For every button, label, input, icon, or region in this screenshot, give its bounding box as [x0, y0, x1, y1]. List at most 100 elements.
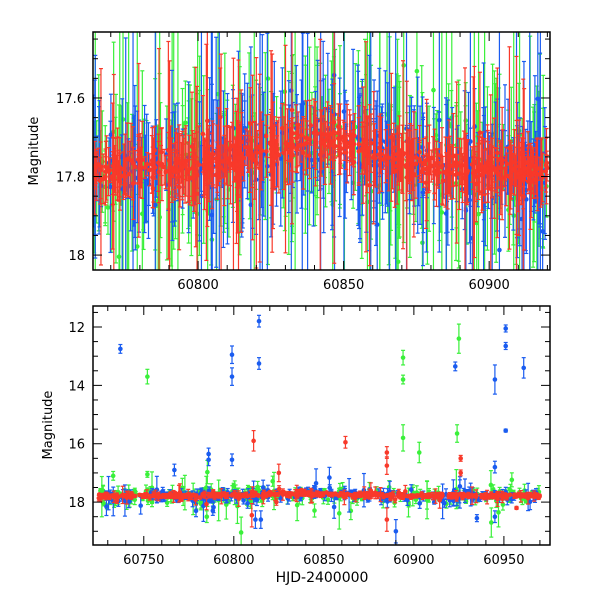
bottom-x-axis-label: HJD-2400000 [276, 570, 369, 586]
x-tick-label: 60750 [123, 553, 164, 568]
data-point-red [99, 495, 104, 500]
data-point-red [157, 49, 162, 278]
x-tick-label: 60900 [393, 553, 434, 568]
data-point-red [223, 493, 228, 498]
data-point-red [324, 490, 329, 495]
data-point-red [174, 494, 179, 499]
data-point-red [384, 493, 389, 498]
outlier-point-blue [453, 362, 458, 371]
data-point-red [128, 493, 133, 498]
outlier-point-blue [172, 464, 177, 476]
outlier-point-blue [118, 345, 123, 354]
data-point-red [537, 494, 542, 499]
data-point-green [337, 498, 342, 529]
x-tick-label: 60800 [213, 553, 254, 568]
data-point-red [285, 494, 290, 499]
data-point-red [400, 492, 405, 497]
y-tick-label: 16 [68, 438, 85, 453]
data-marks [97, 315, 542, 548]
outlier-point-blue [493, 365, 498, 394]
data-point-red [198, 495, 203, 500]
data-point-red [107, 495, 112, 500]
data-point-green [511, 0, 516, 479]
y-tick-label: 12 [68, 321, 85, 336]
data-point-red [380, 492, 385, 497]
data-point-green [378, 0, 383, 432]
y-tick-label: 18 [68, 496, 85, 511]
outlier-point-blue [257, 358, 262, 370]
x-tick-label: 60850 [323, 278, 364, 293]
outlier-point-red [277, 464, 282, 482]
outlier-point-blue [521, 358, 526, 378]
data-point-green [312, 504, 317, 517]
y-tick-label: 17.8 [56, 171, 85, 186]
data-point-red [523, 494, 528, 499]
outlier-point-green [457, 324, 462, 353]
data-point-red [186, 493, 191, 498]
data-point-red [132, 494, 137, 499]
outlier-point-blue [394, 520, 399, 543]
data-point-red [245, 494, 250, 499]
data-point-red [366, 492, 371, 497]
data-point-red [213, 493, 218, 498]
data-point-red [231, 492, 236, 497]
outlier-point-green [401, 350, 406, 365]
plot-frame [93, 306, 550, 545]
data-point-green [501, 499, 506, 510]
outlier-point-green [401, 425, 406, 451]
data-point-red [483, 493, 488, 498]
y-tick-label: 18 [68, 249, 85, 264]
data-point-green [157, 14, 162, 421]
data-point-red [274, 492, 279, 497]
outlier-point-red [385, 457, 390, 475]
data-point-red [356, 492, 361, 497]
outlier-point-red [458, 470, 463, 476]
outlier-point-red [514, 506, 519, 511]
bottom-y-axis-label: Magnitude [41, 391, 56, 460]
data-point-red [333, 491, 338, 496]
data-point-green [239, 517, 244, 548]
outlier-point-blue [257, 315, 262, 327]
data-point-red [115, 495, 120, 500]
x-tick-label: 60950 [483, 553, 524, 568]
outlier-point-green [145, 471, 150, 477]
data-point-red [436, 493, 441, 498]
top-y-axis-label: Magnitude [27, 117, 42, 186]
outlier-point-blue [230, 454, 235, 466]
data-marks [91, 0, 549, 484]
outlier-point-green [455, 425, 460, 443]
outlier-point-green [204, 511, 209, 523]
data-point-red [340, 491, 345, 496]
outlier-point-green [401, 375, 406, 384]
y-tick-label: 17.6 [56, 92, 85, 107]
data-point-red [409, 495, 414, 500]
outlier-point-blue [230, 368, 235, 386]
x-tick-label: 60800 [177, 278, 218, 293]
outlier-point-blue [503, 325, 508, 332]
data-point-red [302, 492, 307, 497]
outlier-point-blue [503, 428, 508, 433]
outlier-point-red [385, 508, 390, 531]
y-tick-label: 14 [68, 379, 85, 394]
outlier-point-green [145, 369, 150, 384]
outlier-point-red [343, 436, 348, 448]
outlier-point-blue [230, 346, 235, 364]
data-point-red [348, 493, 353, 498]
data-point-red [311, 491, 316, 496]
data-point-green [440, 17, 445, 407]
outlier-point-red [458, 455, 463, 461]
data-point-red [269, 491, 274, 496]
data-point-red [263, 493, 268, 498]
data-point-red [256, 493, 261, 498]
outlier-point-green [111, 471, 116, 480]
data-point-red [497, 493, 502, 498]
outlier-point-blue [503, 342, 508, 349]
data-point-red [318, 39, 323, 270]
outlier-point-red [251, 431, 256, 451]
data-point-red [252, 493, 257, 498]
outlier-point-blue [259, 511, 264, 529]
